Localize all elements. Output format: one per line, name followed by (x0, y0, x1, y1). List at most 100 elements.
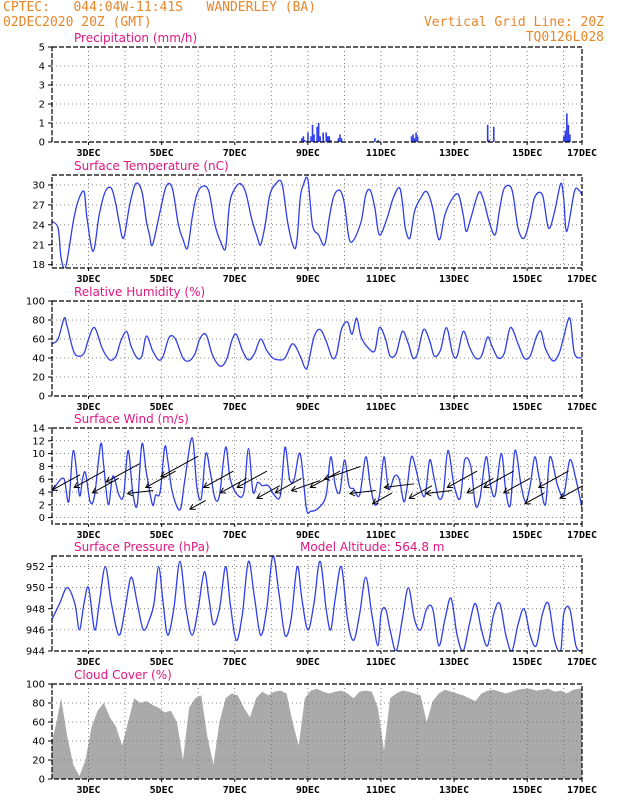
wind-arrow-head (559, 492, 566, 499)
wind-arrow (51, 474, 81, 491)
wind-arrow (372, 492, 393, 505)
precip-bar (301, 138, 303, 142)
grid-line-note: Vertical Grid Line: 20Z (423, 15, 604, 30)
x-tick-label: 15DEC (512, 402, 542, 413)
precip-bar (569, 134, 571, 142)
x-tick-label: 5DEC (150, 148, 174, 159)
precip-bar (566, 113, 568, 142)
wind-arrow-head (91, 487, 99, 494)
precip-bar (316, 126, 318, 142)
cloud-cover-area (52, 688, 582, 779)
precip-bar (302, 136, 305, 142)
wind-arrow-head (466, 487, 473, 494)
y-tick-label: 30 (32, 180, 45, 191)
precip-bar (413, 138, 416, 142)
precip-bar (322, 132, 324, 142)
y-tick-label: 12 (32, 436, 45, 447)
wind-arrow-head (524, 498, 531, 505)
wind-arrow (203, 470, 234, 488)
x-tick-label: 17DEC (567, 274, 597, 285)
precip-bar (339, 134, 341, 142)
rh-frame (51, 300, 583, 397)
wind-arrow (127, 489, 154, 495)
y-tick-label: 4 (39, 488, 45, 499)
y-tick-label: 944 (26, 647, 45, 658)
temp-panel: 18 21 24 27 30 3DEC 5DEC 7DEC 9DEC 11DEC 13DEC 15DE… (32, 159, 597, 285)
precip-bar (374, 138, 376, 142)
wind-arrow (324, 466, 361, 480)
x-tick-label: 13DEC (439, 274, 469, 285)
wind-arrow (538, 470, 569, 488)
wind-arrow-head (371, 498, 379, 505)
x-tick-label: 7DEC (223, 148, 247, 159)
y-tick-label: 27 (32, 200, 45, 211)
y-tick-label: 952 (26, 562, 45, 573)
wind-arrow-head (126, 489, 134, 497)
precip-bar (319, 136, 321, 142)
wind-arrow (466, 477, 494, 494)
x-tick-label: 13DEC (439, 148, 469, 159)
y-tick-label: 2 (39, 500, 45, 511)
precip-bar (340, 138, 343, 142)
cloud-title: Cloud Cover (%) (74, 668, 172, 682)
wind-arrow (349, 489, 376, 495)
x-tick-label: 7DEC (223, 657, 247, 668)
y-tick-label: 0 (39, 138, 45, 149)
run-datetime: 02DEC2020 20Z (GMT) (3, 15, 152, 30)
precip-bar (415, 132, 417, 142)
model-code: TQ0126L028 (525, 30, 604, 45)
x-tick-label: 3DEC (77, 530, 101, 541)
precip-bar (377, 140, 379, 142)
wind-arrow (73, 470, 105, 488)
x-tick-label: 17DEC (567, 785, 597, 796)
y-tick-label: 0 (39, 513, 45, 524)
precip-title: Precipitation (mm/h) (74, 31, 197, 45)
pressure-series-line (52, 556, 582, 651)
y-tick-label: 10 (32, 449, 45, 460)
x-tick-label: 3DEC (77, 402, 101, 413)
wind-arrow-head (323, 474, 331, 481)
wind-arrow (384, 483, 415, 488)
pressure-title: Surface Pressure (hPa) (74, 540, 210, 554)
y-tick-label: 5 (39, 43, 45, 54)
wind-arrow-head (274, 487, 282, 494)
wind-arrow (524, 492, 545, 505)
x-tick-label: 13DEC (439, 785, 469, 796)
y-tick-label: 100 (26, 680, 45, 691)
x-tick-label: 5DEC (150, 402, 174, 413)
x-tick-label: 3DEC (77, 657, 101, 668)
temp-title: Surface Temperature (nC) (74, 159, 229, 173)
wind-arrow (409, 485, 433, 499)
wind-arrow-head (348, 489, 356, 497)
x-tick-label: 13DEC (439, 402, 469, 413)
x-tick-label: 5DEC (150, 530, 174, 541)
wind-arrow-head (219, 487, 227, 494)
precip-bar (567, 124, 570, 142)
y-tick-label: 950 (26, 583, 45, 594)
y-tick-label: 6 (39, 475, 45, 486)
wind-arrow (105, 463, 140, 483)
y-tick-label: 24 (32, 220, 45, 231)
wind-arrow (503, 477, 531, 494)
wind-arrow-head (144, 482, 152, 489)
wind-arrow (483, 470, 514, 488)
wind-arrow-head (256, 492, 263, 499)
wind-arrow-head (502, 487, 510, 494)
precip-bar (410, 136, 413, 142)
precip-bar (317, 123, 320, 142)
x-tick-label: 9DEC (296, 274, 320, 285)
y-tick-label: 40 (32, 354, 45, 365)
wind-arrow-head (537, 482, 545, 489)
x-tick-label: 7DEC (223, 785, 247, 796)
precip-bar (310, 136, 312, 142)
x-tick-label: 17DEC (567, 402, 597, 413)
x-tick-label: 3DEC (77, 148, 101, 159)
x-tick-label: 17DEC (567, 530, 597, 541)
y-tick-label: 80 (32, 699, 45, 710)
x-tick-label: 15DEC (512, 148, 542, 159)
x-tick-label: 5DEC (150, 785, 174, 796)
y-tick-label: 21 (32, 240, 45, 251)
y-tick-label: 14 (32, 424, 45, 435)
